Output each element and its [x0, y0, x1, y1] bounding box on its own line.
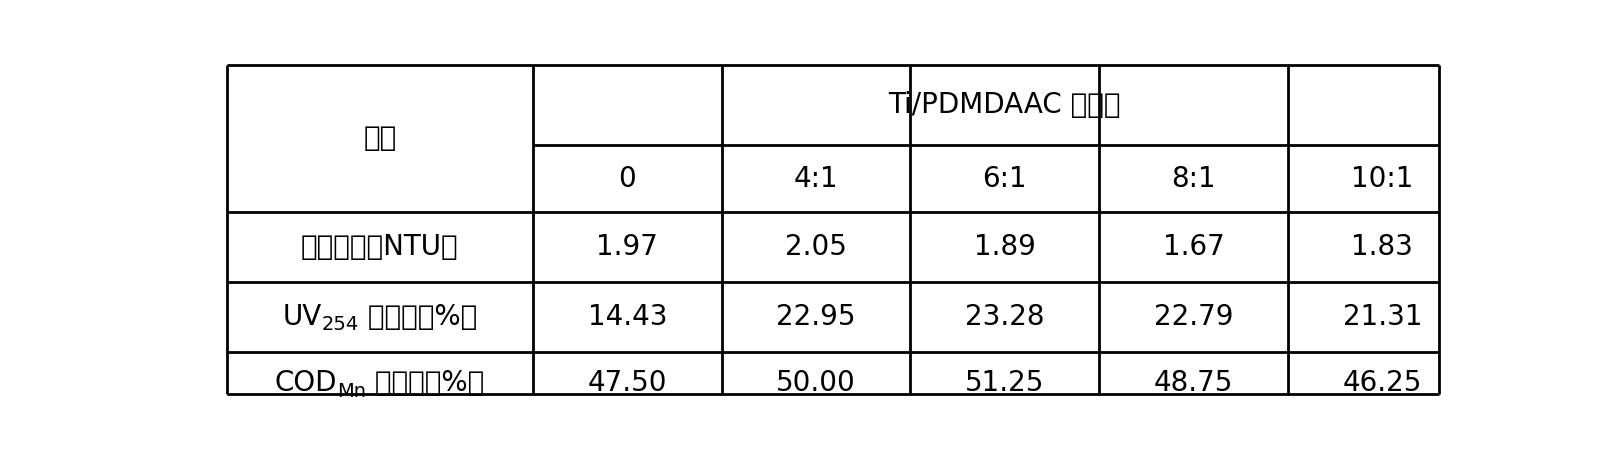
Text: 254: 254 [321, 316, 358, 335]
Text: Ti/PDMDAAC 质量比: Ti/PDMDAAC 质量比 [889, 91, 1121, 119]
Text: 46.25: 46.25 [1342, 369, 1423, 397]
Text: 22.95: 22.95 [776, 303, 857, 331]
Text: 1.89: 1.89 [974, 233, 1036, 261]
Text: 1.97: 1.97 [597, 233, 658, 261]
Text: 6:1: 6:1 [982, 165, 1027, 192]
Text: 剩余浊度（NTU）: 剩余浊度（NTU） [302, 233, 458, 261]
Text: Mn: Mn [337, 382, 366, 401]
Text: 1.67: 1.67 [1163, 233, 1224, 261]
Text: 去除率（%）: 去除率（%） [366, 369, 484, 397]
Text: 指标: 指标 [363, 124, 397, 153]
Text: UV: UV [282, 303, 321, 331]
Text: 4:1: 4:1 [794, 165, 839, 192]
Text: 23.28: 23.28 [965, 303, 1045, 331]
Text: COD: COD [274, 369, 337, 397]
Text: 2.05: 2.05 [786, 233, 847, 261]
Text: 48.75: 48.75 [1153, 369, 1234, 397]
Text: 22.79: 22.79 [1153, 303, 1234, 331]
Text: 8:1: 8:1 [1171, 165, 1216, 192]
Text: 51.25: 51.25 [965, 369, 1045, 397]
Text: 0: 0 [618, 165, 636, 192]
Text: 1.83: 1.83 [1352, 233, 1413, 261]
Text: 50.00: 50.00 [776, 369, 857, 397]
Text: 14.43: 14.43 [587, 303, 668, 331]
Text: 47.50: 47.50 [587, 369, 668, 397]
Text: 21.31: 21.31 [1342, 303, 1423, 331]
Text: 10:1: 10:1 [1352, 165, 1413, 192]
Text: 去除率（%）: 去除率（%） [358, 303, 477, 331]
